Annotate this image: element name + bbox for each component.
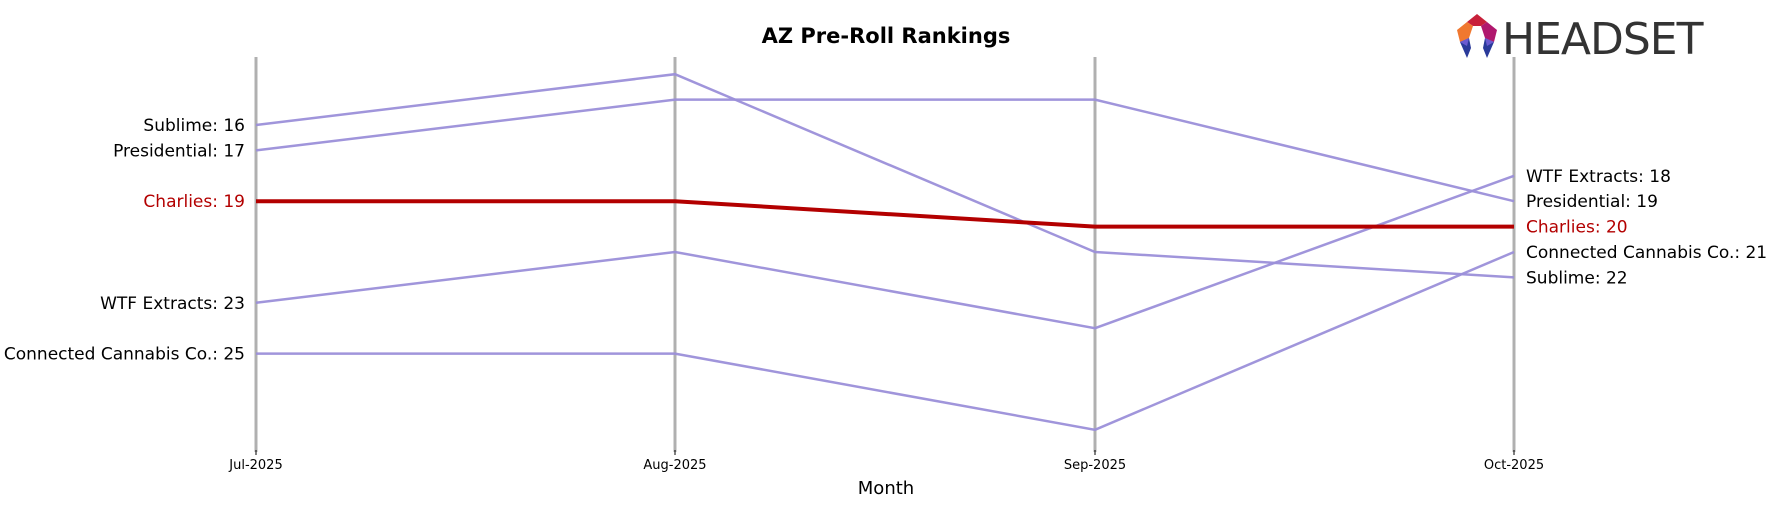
right-label: Charlies: 20 [1526, 218, 1628, 238]
left-label: Presidential: 17 [113, 141, 245, 161]
series-line-wtf-extracts [255, 174, 1515, 330]
logo-text: HEADSET [1502, 14, 1704, 65]
series-lines [255, 72, 1515, 432]
left-label: WTF Extracts: 23 [100, 294, 245, 314]
month-gridlines [254, 57, 1516, 452]
series-line-charlies [256, 199, 1514, 229]
right-label: Connected Cannabis Co.: 21 [1526, 243, 1767, 263]
left-rank-labels: Sublime: 16 Presidential: 17 Charlies: 19 W… [4, 116, 245, 365]
series-line-sublime [255, 72, 1515, 279]
right-label: Presidential: 19 [1526, 192, 1658, 212]
tick-label: Sep-2025 [1064, 458, 1126, 473]
chart-title: AZ Pre-Roll Rankings [762, 24, 1011, 48]
left-label: Sublime: 16 [143, 116, 245, 136]
right-rank-labels: WTF Extracts: 18 Presidential: 19 Charlies… [1526, 167, 1767, 289]
tick-label: Aug-2025 [643, 458, 706, 473]
logo: HEADSET [1457, 14, 1705, 65]
headset-logo-icon [1457, 14, 1497, 58]
tick-label: Jul-2025 [228, 458, 282, 473]
series-line-connected-cannabis-co [256, 250, 1515, 432]
left-label: Charlies: 19 [143, 192, 245, 212]
left-label: Connected Cannabis Co.: 25 [4, 345, 245, 365]
x-axis-label: Month [858, 478, 914, 499]
right-label: Sublime: 22 [1526, 268, 1628, 288]
tick-label: Oct-2025 [1484, 458, 1544, 473]
right-label: WTF Extracts: 18 [1526, 167, 1671, 187]
series-line-presidential [255, 98, 1515, 203]
x-axis-ticks: Jul-2025 Aug-2025 Sep-2025 Oct-2025 [228, 450, 1544, 473]
